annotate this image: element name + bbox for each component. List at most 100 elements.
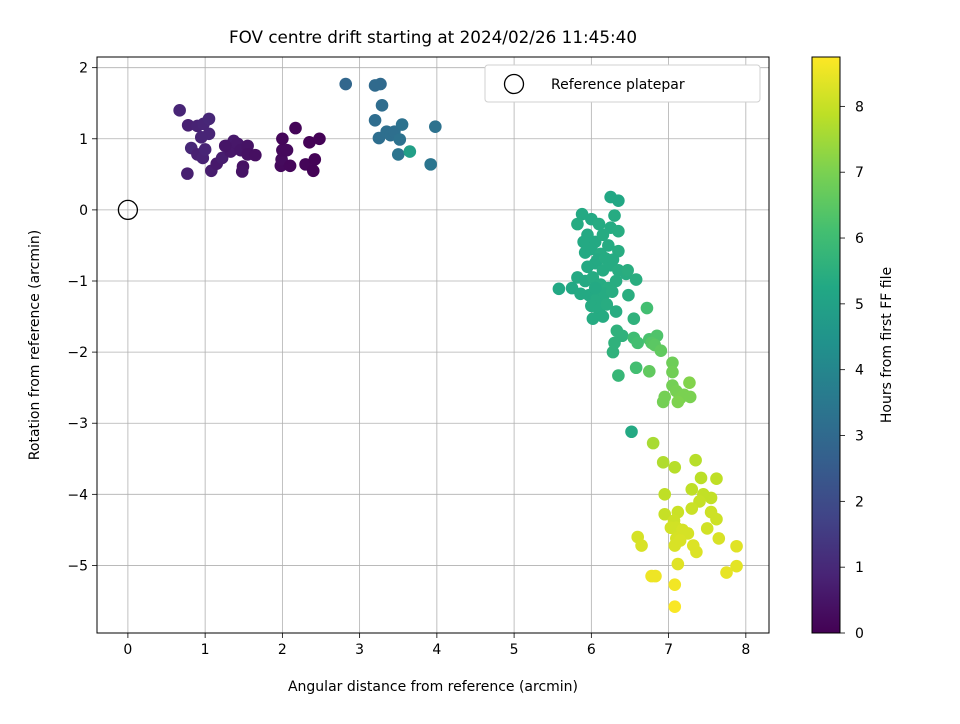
- data-point: [666, 356, 679, 370]
- data-point: [280, 143, 294, 157]
- colorbar-ticks: 0 1 2 3 4 5 6 7 8: [840, 99, 864, 642]
- y-tick-label: −2: [67, 345, 88, 361]
- data-point: [658, 507, 672, 521]
- data-point: [374, 77, 387, 91]
- data-point: [202, 112, 216, 126]
- colorbar-tick-label: 8: [855, 99, 864, 115]
- data-point: [730, 539, 743, 553]
- data-point: [668, 461, 682, 474]
- data-point: [666, 365, 679, 379]
- legend: Reference platepar: [484, 64, 761, 103]
- reference-marker: [117, 199, 139, 221]
- data-point: [283, 159, 297, 173]
- data-point: [181, 118, 195, 132]
- legend-label: Reference platepar: [551, 77, 685, 93]
- chart-title: FOV centre drift starting at 2024/02/26 …: [229, 27, 637, 47]
- data-point: [608, 209, 621, 222]
- data-point: [622, 288, 635, 302]
- data-point: [235, 165, 249, 178]
- data-point: [730, 559, 743, 573]
- data-point: [289, 121, 302, 135]
- data-point: [656, 456, 670, 469]
- data-point: [683, 390, 697, 404]
- colorbar-gradient: [811, 56, 841, 634]
- colorbar-tick-label: 4: [855, 363, 864, 379]
- data-point: [393, 133, 407, 146]
- data-point: [313, 132, 326, 146]
- data-point: [608, 336, 621, 350]
- data-point: [685, 483, 699, 496]
- colorbar-tick-label: 3: [855, 429, 864, 445]
- data-point: [612, 224, 625, 238]
- data-point: [605, 285, 619, 298]
- data-point: [592, 217, 606, 231]
- data-point: [649, 569, 662, 583]
- data-point: [276, 132, 289, 146]
- data-point: [629, 273, 643, 286]
- data-point: [671, 395, 685, 409]
- data-point: [673, 534, 687, 547]
- x-tick-label: 6: [587, 642, 596, 658]
- grid: [97, 57, 769, 633]
- x-tick-label: 2: [278, 642, 287, 658]
- y-tick-label: −5: [67, 558, 88, 574]
- data-point: [375, 99, 389, 112]
- colorbar-tick-label: 7: [855, 165, 864, 181]
- legend-box: [484, 64, 761, 103]
- data-point: [704, 491, 718, 505]
- data-point: [588, 281, 602, 295]
- colorbar-tick-label: 6: [855, 231, 864, 247]
- colorbar-tick-label: 2: [855, 494, 864, 510]
- data-point: [621, 264, 634, 277]
- colorbar-tick-label: 1: [855, 560, 864, 576]
- y-tick-label: 0: [79, 203, 88, 219]
- x-tick-label: 0: [123, 642, 132, 658]
- data-point: [429, 120, 442, 133]
- data-point: [700, 522, 714, 535]
- y-axis-label: Rotation from reference (arcmin): [27, 230, 43, 460]
- colorbar: 0 1 2 3 4 5 6 7 8 Hours from first FF file: [811, 56, 895, 642]
- data-point: [249, 148, 262, 162]
- data-point: [218, 139, 232, 153]
- data-point: [694, 471, 708, 485]
- x-tick-label: 5: [510, 642, 519, 658]
- data-point: [668, 578, 682, 591]
- data-point: [403, 145, 417, 158]
- data-point: [689, 453, 702, 467]
- data-point: [631, 336, 644, 350]
- data-point: [629, 361, 643, 375]
- data-point: [577, 235, 590, 249]
- x-tick-label: 3: [355, 642, 364, 658]
- data-point: [600, 298, 614, 311]
- data-point: [627, 312, 641, 325]
- y-tick-label: 1: [79, 132, 88, 148]
- data-point: [552, 282, 566, 296]
- data-point: [339, 77, 353, 91]
- y-tick-label: −1: [67, 274, 88, 290]
- x-axis: 0 1 2 3 4 5 6 7 8: [123, 633, 750, 658]
- data-point: [685, 502, 699, 515]
- data-point: [173, 104, 186, 117]
- x-tick-label: 1: [201, 642, 210, 658]
- data-point: [571, 217, 584, 231]
- data-point: [306, 164, 320, 178]
- y-tick-label: −3: [67, 416, 88, 432]
- data-point: [671, 557, 685, 571]
- data-point: [308, 153, 322, 166]
- data-point: [602, 239, 615, 252]
- data-point: [710, 512, 723, 526]
- y-tick-label: −4: [67, 487, 88, 503]
- data-point: [642, 365, 656, 378]
- data-point: [646, 436, 660, 450]
- data-point: [658, 488, 672, 501]
- data-point: [720, 566, 733, 579]
- colorbar-tick-label: 0: [855, 626, 864, 642]
- data-point: [395, 118, 409, 131]
- data-point: [181, 167, 194, 180]
- data-point: [303, 136, 316, 149]
- data-point: [609, 305, 623, 318]
- data-point: [612, 194, 625, 207]
- data-point: [712, 532, 726, 545]
- data-point: [586, 312, 600, 325]
- data-point: [654, 344, 668, 357]
